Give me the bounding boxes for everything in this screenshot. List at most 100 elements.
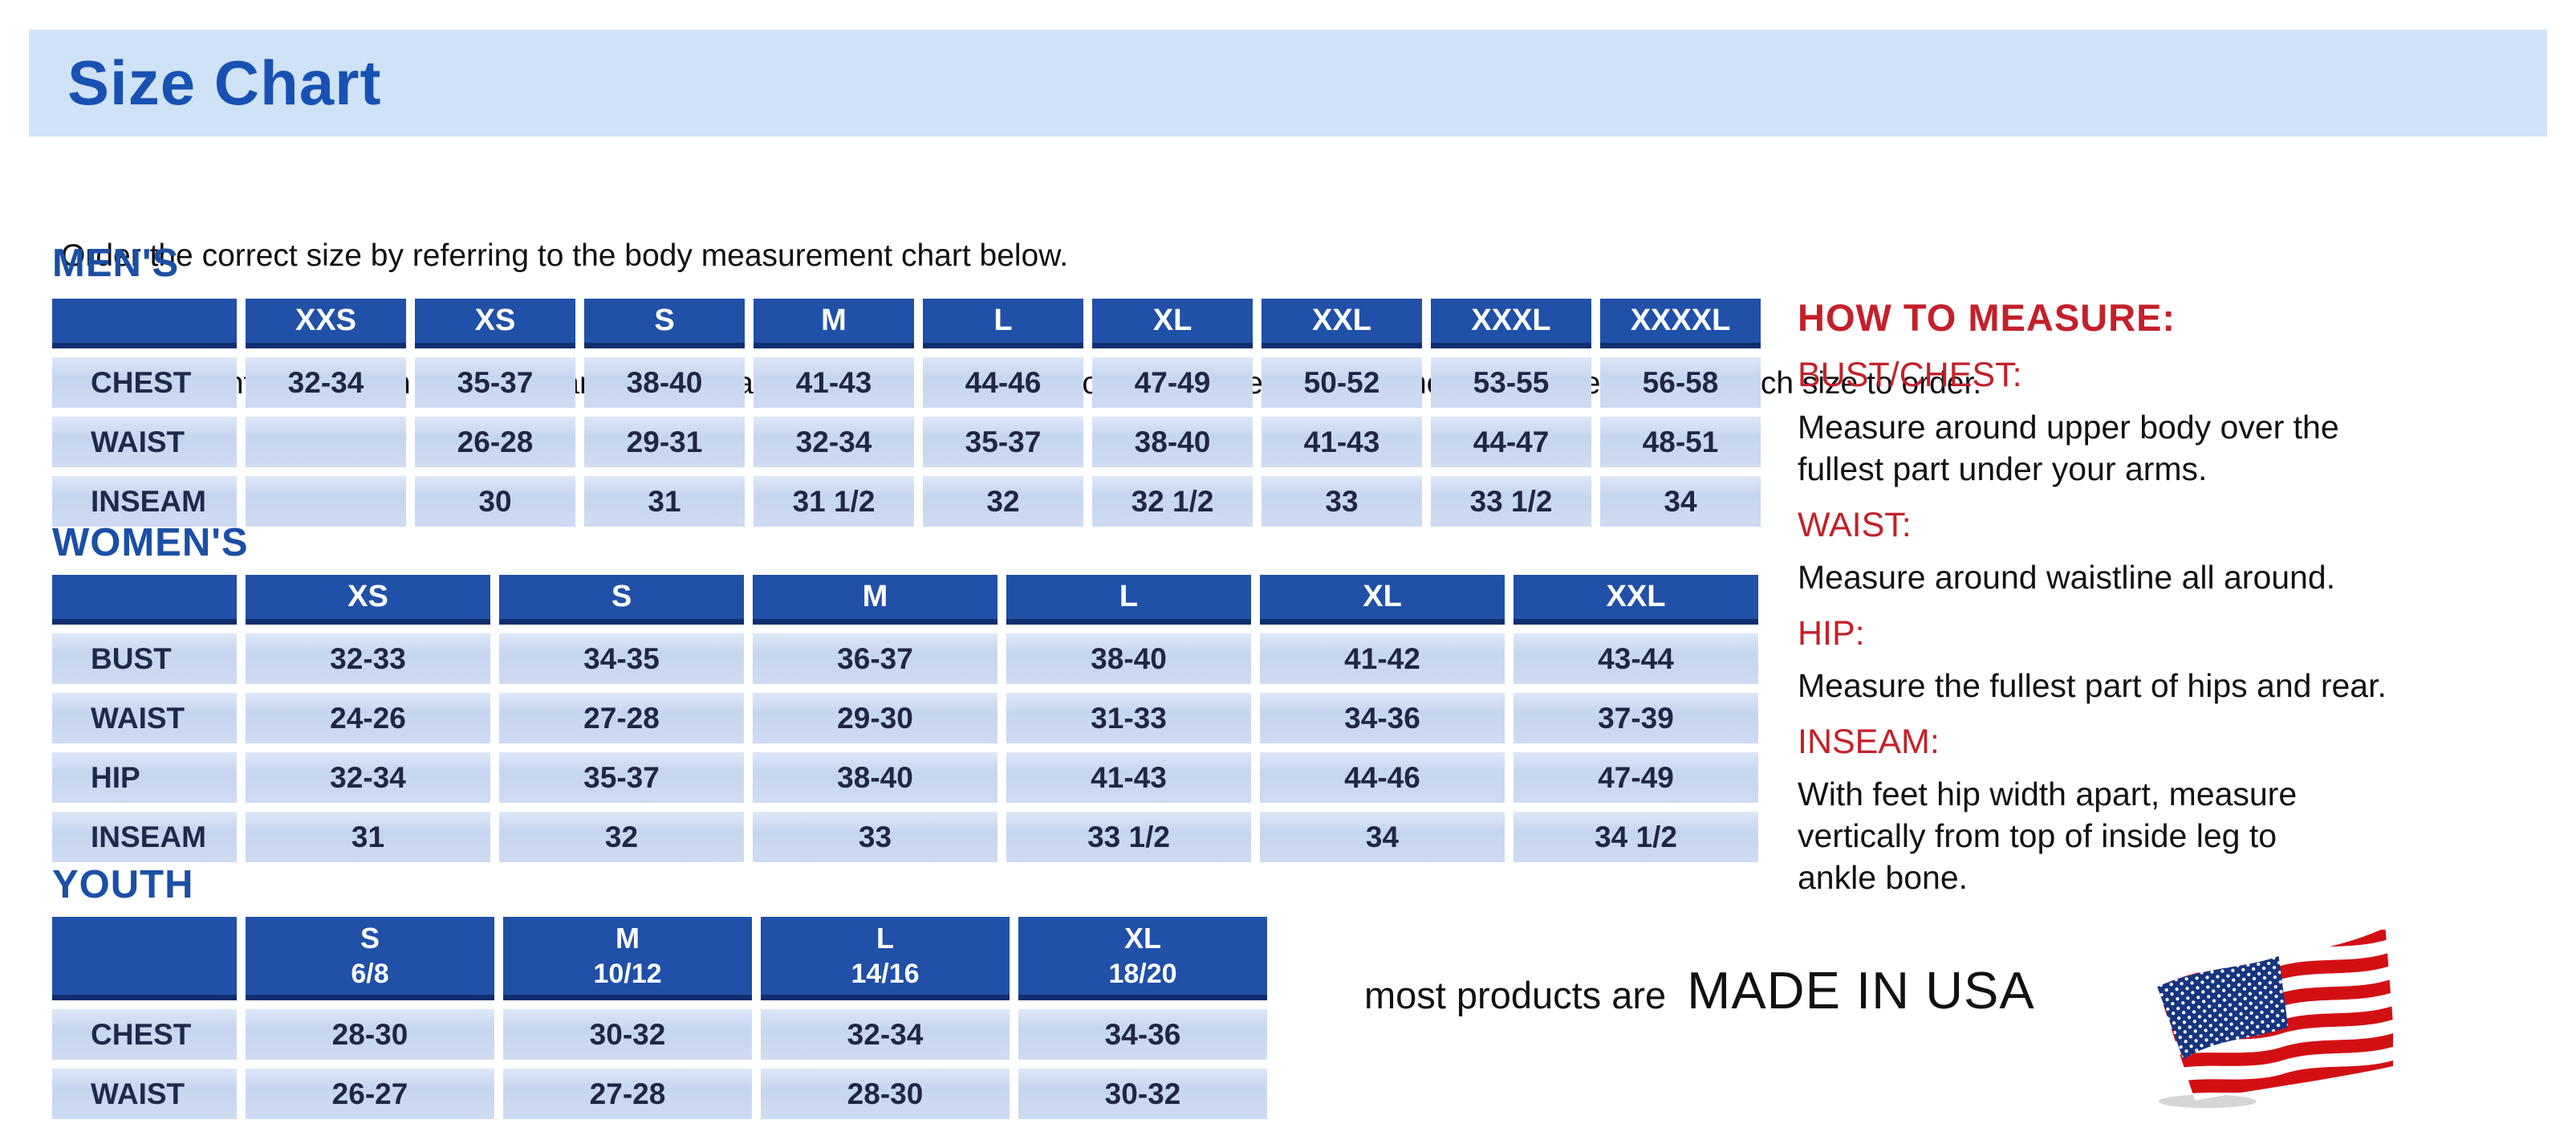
mens-col-header-xs: XS xyxy=(415,299,575,348)
cell: 26-27 xyxy=(246,1069,494,1119)
intro-line-1: Order the correct size by referring to t… xyxy=(61,238,1069,273)
cell: 38-40 xyxy=(1092,417,1253,467)
cell: 47-49 xyxy=(1514,752,1758,803)
cell: 41-42 xyxy=(1260,633,1505,684)
mens-col-header-xxxxl: XXXXL xyxy=(1600,299,1761,348)
cell: 32-33 xyxy=(246,633,490,684)
womens-size-table: XS S M L XL XXL BUST 32-33 34-35 36-37 3… xyxy=(52,575,1758,862)
youth-heading: YOUTH xyxy=(52,863,194,906)
cell: 27-28 xyxy=(503,1069,752,1119)
cell: 34 xyxy=(1260,812,1505,862)
cell: 44-47 xyxy=(1431,417,1591,467)
cell: 28-30 xyxy=(761,1069,1010,1119)
cell: 41-43 xyxy=(1006,752,1251,803)
womens-col-header-xl: XL xyxy=(1260,575,1505,625)
measure-label-bust-chest: BUST/CHEST: xyxy=(1798,356,2022,394)
youth-size: S xyxy=(360,921,380,955)
mens-col-header-m: M xyxy=(754,299,914,348)
youth-size-range: 14/16 xyxy=(851,958,920,989)
how-to-measure-panel: HOW TO MEASURE: BUST/CHEST: Measure arou… xyxy=(1798,295,2520,898)
cell xyxy=(246,476,406,527)
measure-label-inseam: INSEAM: xyxy=(1798,723,1940,761)
mens-col-header-xxxl: XXXL xyxy=(1431,299,1591,348)
corner-cell xyxy=(52,917,237,1000)
measure-text: With feet hip width apart, measure verti… xyxy=(1798,776,2298,896)
measure-text: Measure around upper body over the fulle… xyxy=(1798,409,2339,487)
cell: 31-33 xyxy=(1006,693,1251,743)
cell: 33 1/2 xyxy=(1431,476,1591,527)
corner-cell xyxy=(52,299,237,348)
cell: 31 1/2 xyxy=(754,476,914,527)
usa-flag-icon xyxy=(2155,930,2393,1109)
made-in-usa-text: MADE IN USA xyxy=(1687,961,2035,1020)
womens-col-header-m: M xyxy=(753,575,997,625)
mens-size-table: XXS XS S M L XL XXL XXXL XXXXL CHEST 32-… xyxy=(52,299,1761,527)
womens-col-header-xs: XS xyxy=(246,575,490,625)
row-label: CHEST xyxy=(52,357,237,408)
how-to-measure-heading: HOW TO MEASURE: xyxy=(1798,296,2176,339)
cell: 31 xyxy=(246,812,490,862)
cell: 32-34 xyxy=(761,1009,1010,1060)
cell: 33 1/2 xyxy=(1006,812,1251,862)
mens-col-header-xxs: XXS xyxy=(246,299,406,348)
cell: 33 xyxy=(1262,476,1422,527)
corner-cell xyxy=(52,575,237,625)
cell: 41-43 xyxy=(754,357,914,408)
cell xyxy=(246,417,406,467)
cell: 34-35 xyxy=(499,633,744,684)
mens-heading: MEN'S xyxy=(52,242,180,285)
measure-text: Measure around waistline all around. xyxy=(1798,559,2336,596)
cell: 35-37 xyxy=(499,752,744,803)
youth-size-range: 18/20 xyxy=(1108,958,1177,989)
cell: 30-32 xyxy=(1018,1069,1267,1119)
cell: 36-37 xyxy=(753,633,997,684)
cell: 44-46 xyxy=(1260,752,1505,803)
title-banner: Size Chart xyxy=(29,30,2547,136)
cell: 53-55 xyxy=(1431,357,1591,408)
cell: 28-30 xyxy=(246,1009,494,1060)
row-label: WAIST xyxy=(52,1069,237,1119)
page-title: Size Chart xyxy=(67,47,382,118)
measure-label-hip: HIP: xyxy=(1798,614,1865,653)
cell: 38-40 xyxy=(1006,633,1251,684)
cell: 32 xyxy=(499,812,744,862)
cell: 38-40 xyxy=(753,752,997,803)
measure-text: Measure the fullest part of hips and rea… xyxy=(1798,667,2387,704)
row-label: INSEAM xyxy=(52,476,237,527)
cell: 31 xyxy=(584,476,745,527)
youth-size-table: S 6/8 M 10/12 L 14/16 XL 18/20 CHEST 28-… xyxy=(52,917,1267,1119)
cell: 35-37 xyxy=(415,357,575,408)
cell: 26-28 xyxy=(415,417,575,467)
mens-col-header-xl: XL xyxy=(1092,299,1253,348)
cell: 48-51 xyxy=(1600,417,1761,467)
womens-col-header-l: L xyxy=(1006,575,1251,625)
mens-col-header-xxl: XXL xyxy=(1262,299,1422,348)
cell: 32-34 xyxy=(246,752,490,803)
measure-label-waist: WAIST: xyxy=(1798,506,1912,544)
cell: 37-39 xyxy=(1514,693,1758,743)
womens-col-header-xxl: XXL xyxy=(1514,575,1758,625)
cell: 34 1/2 xyxy=(1514,812,1758,862)
youth-col-header-m: M 10/12 xyxy=(503,917,752,1000)
womens-col-header-s: S xyxy=(499,575,744,625)
cell: 29-31 xyxy=(584,417,745,467)
youth-col-header-s: S 6/8 xyxy=(246,917,494,1000)
youth-size: L xyxy=(876,921,894,955)
cell: 34 xyxy=(1600,476,1761,527)
made-in-usa-line: most products are MADE IN USA xyxy=(1364,960,2035,1020)
cell: 29-30 xyxy=(753,693,997,743)
youth-size-range: 6/8 xyxy=(351,958,389,989)
made-in-usa-prefix: most products are xyxy=(1364,974,1667,1016)
cell: 38-40 xyxy=(584,357,745,408)
womens-heading: WOMEN'S xyxy=(52,521,249,564)
row-label: BUST xyxy=(52,633,237,684)
cell: 50-52 xyxy=(1262,357,1422,408)
row-label: CHEST xyxy=(52,1009,237,1060)
youth-size: XL xyxy=(1123,921,1161,955)
cell: 56-58 xyxy=(1600,357,1761,408)
row-label: INSEAM xyxy=(52,812,237,862)
cell: 41-43 xyxy=(1262,417,1422,467)
cell: 34-36 xyxy=(1260,693,1505,743)
mens-col-header-l: L xyxy=(923,299,1083,348)
